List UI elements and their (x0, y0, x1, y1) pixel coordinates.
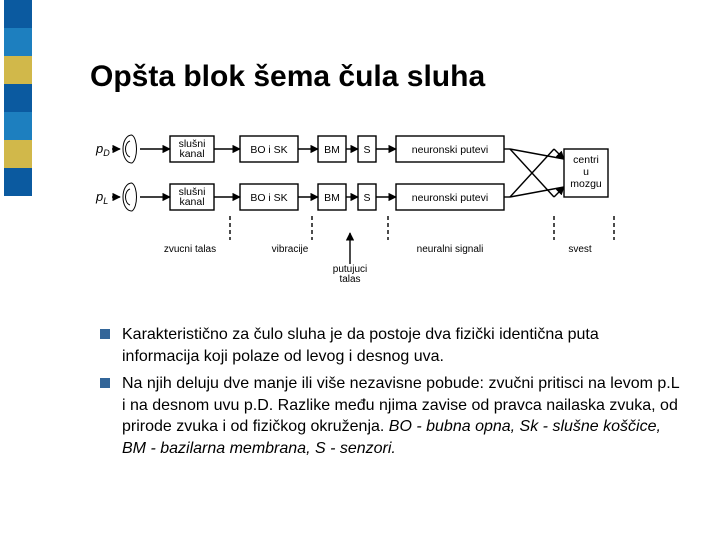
svg-text:kanal: kanal (179, 196, 204, 208)
svg-text:BM: BM (324, 144, 340, 156)
svg-text:svest: svest (568, 244, 592, 255)
sidebar-square (4, 168, 32, 196)
svg-text:talas: talas (339, 274, 360, 285)
sidebar-square (4, 84, 32, 112)
sidebar-square (4, 28, 32, 56)
sidebar-square (4, 140, 32, 168)
svg-text:neuralni signali: neuralni signali (417, 244, 484, 255)
svg-text:kanal: kanal (179, 148, 204, 160)
slide-title: Opšta blok šema čula sluha (90, 60, 680, 94)
svg-text:S: S (363, 192, 370, 204)
block-diagram: pDpLslušnikanalBO i SKBMSneuronski putev… (90, 114, 650, 294)
sidebar-square (4, 112, 32, 140)
svg-text:zvucni talas: zvucni talas (164, 244, 216, 255)
bullet-text: Karakteristično za čulo sluha je da post… (122, 324, 680, 367)
svg-text:BO i SK: BO i SK (250, 144, 287, 156)
svg-text:centri: centri (573, 154, 599, 166)
bullet-list: Karakteristično za čulo sluha je da post… (100, 324, 680, 460)
svg-text:neuronski putevi: neuronski putevi (412, 144, 488, 156)
svg-text:pD: pD (95, 141, 110, 158)
decorative-sidebar (0, 0, 32, 540)
content-area: Opšta blok šema čula sluha pDpLslušnikan… (90, 60, 680, 466)
svg-text:S: S (363, 144, 370, 156)
slide: Opšta blok šema čula sluha pDpLslušnikan… (0, 0, 720, 540)
svg-text:BO i SK: BO i SK (250, 192, 287, 204)
svg-text:mozgu: mozgu (570, 178, 602, 190)
svg-text:BM: BM (324, 192, 340, 204)
sidebar-square (4, 56, 32, 84)
bullet-text: Na njih deluju dve manje ili više nezavi… (122, 373, 680, 459)
svg-text:vibracije: vibracije (272, 244, 309, 255)
bullet-item: Na njih deluju dve manje ili više nezavi… (100, 373, 680, 459)
sidebar-square (4, 0, 32, 28)
bullet-item: Karakteristično za čulo sluha je da post… (100, 324, 680, 367)
svg-text:u: u (583, 166, 589, 178)
svg-text:neuronski putevi: neuronski putevi (412, 192, 488, 204)
bullet-marker-icon (100, 378, 110, 388)
svg-text:pL: pL (95, 189, 108, 206)
bullet-marker-icon (100, 329, 110, 339)
